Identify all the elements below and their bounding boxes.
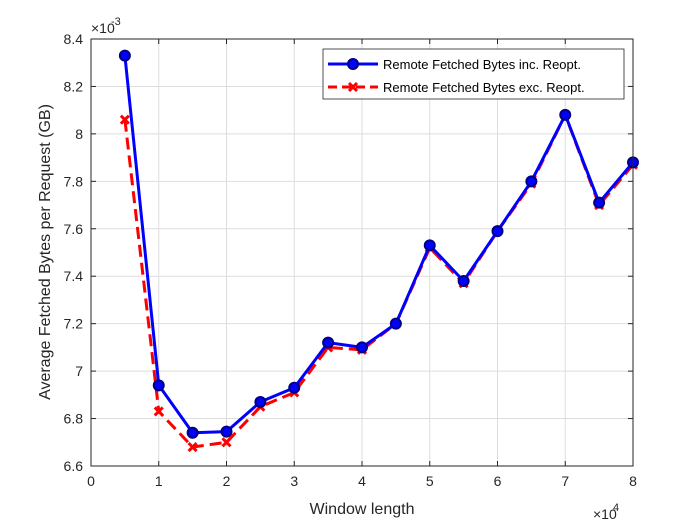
data-point-exc: [221, 437, 232, 448]
y-tick-label: 7.2: [64, 316, 84, 332]
data-point-exc: [187, 441, 198, 453]
data-point-inc: [525, 175, 538, 188]
y-tick-label: 6.6: [64, 458, 84, 474]
data-point-inc: [322, 336, 335, 349]
data-point-inc: [457, 274, 470, 287]
y-tick-label: 8.2: [64, 78, 84, 94]
data-point-exc: [153, 406, 164, 417]
data-point-inc: [559, 108, 572, 121]
svg-text:4: 4: [613, 502, 619, 514]
x-tick-label: 6: [494, 473, 502, 489]
data-point-inc: [491, 225, 504, 238]
y-tick-label: 8.4: [64, 31, 84, 47]
ticks: 0 1 2 3 4 5 6 7 8 6.6 6.8 7 7.2 7.4 7.6 7.8 8 8.2 8.4: [64, 31, 638, 489]
y-tick-label: 7.6: [64, 221, 84, 237]
x-axis-exponent: ×10 4: [593, 502, 619, 522]
y-tick-label: 7.8: [64, 173, 84, 189]
x-tick-label: 7: [561, 473, 569, 489]
series-layer: [118, 49, 639, 453]
data-point-exc: [119, 114, 130, 125]
x-tick-label: 8: [629, 473, 637, 489]
x-tick-label: 1: [155, 473, 163, 489]
data-point-inc: [220, 425, 233, 438]
legend-label-exc: Remote Fetched Bytes exc. Reopt.: [383, 80, 585, 95]
data-point-inc: [288, 381, 301, 394]
data-point-inc: [152, 379, 165, 392]
legend-marker-inc: [347, 58, 359, 70]
legend-marker-exc: [347, 81, 359, 93]
legend-entry-exc: Remote Fetched Bytes exc. Reopt.: [328, 80, 585, 95]
x-tick-label: 5: [426, 473, 434, 489]
legend-box: [322, 48, 625, 100]
data-point-inc: [118, 49, 131, 62]
y-axis-label: Average Fetched Bytes per Request (GB): [37, 104, 54, 400]
data-point-inc: [356, 341, 368, 354]
data-point-inc: [423, 239, 436, 252]
svg-text:×10: ×10: [593, 506, 617, 522]
svg-text:-3: -3: [111, 16, 121, 28]
x-tick-label: 2: [223, 473, 231, 489]
data-point-inc: [389, 317, 402, 330]
y-tick-label: 8: [75, 126, 83, 142]
legend: Remote Fetched Bytes inc. Reopt. Remote …: [322, 48, 625, 100]
data-point-inc: [254, 395, 267, 408]
x-tick-label: 4: [358, 473, 366, 489]
svg-text:×10: ×10: [91, 20, 115, 36]
legend-label-inc: Remote Fetched Bytes inc. Reopt.: [383, 57, 581, 72]
x-tick-label: 0: [87, 473, 95, 489]
legend-entry-inc: Remote Fetched Bytes inc. Reopt.: [328, 57, 581, 72]
y-axis-exponent: ×10 -3: [91, 16, 121, 36]
x-tick-label: 3: [290, 473, 298, 489]
data-point-inc: [593, 196, 606, 209]
y-tick-label: 6.8: [64, 411, 84, 427]
series-line-inc: [123, 55, 635, 435]
data-point-inc: [186, 426, 199, 439]
y-tick-label: 7.4: [64, 268, 84, 284]
x-axis-label: Window length: [310, 501, 415, 518]
y-tick-label: 7: [75, 363, 83, 379]
